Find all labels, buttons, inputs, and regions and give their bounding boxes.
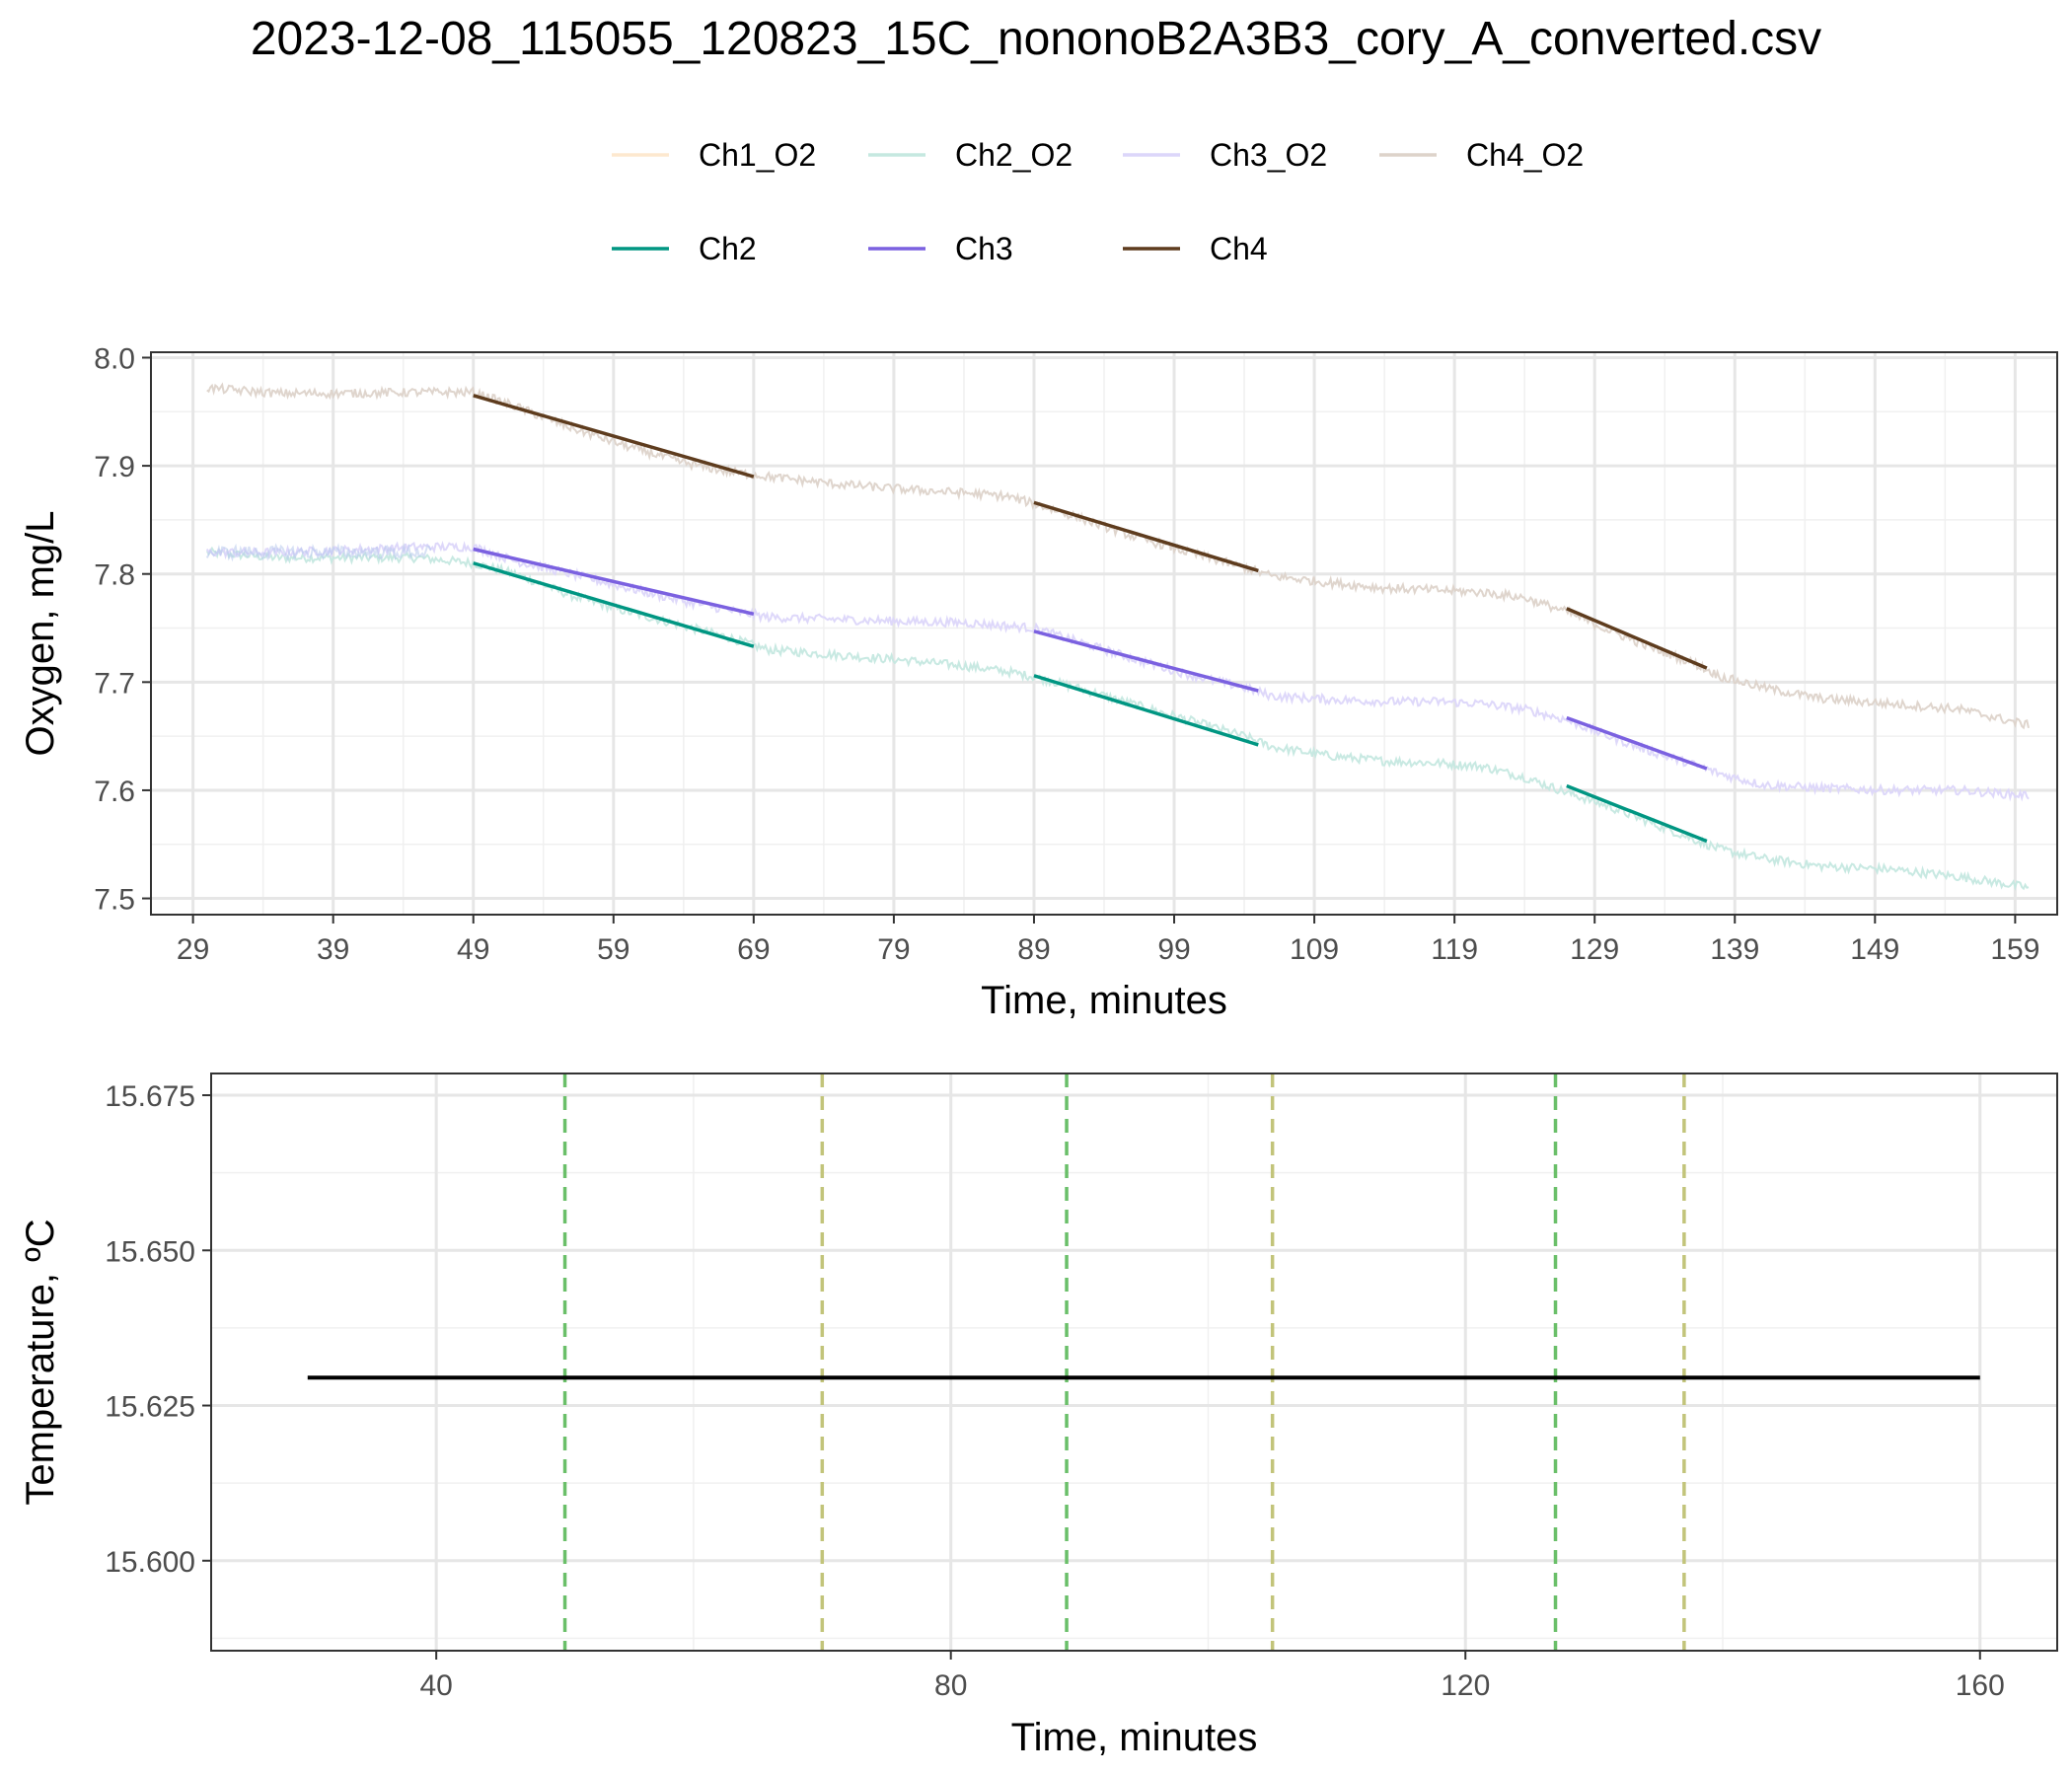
legend-label-ch3-o2: Ch3_O2 [1210,137,1327,173]
legend-label-ch1-o2: Ch1_O2 [699,137,816,173]
fit-ch3-segment-1 [473,547,755,616]
fit-ch4-segment-1 [473,394,755,479]
y-tick-label: 15.650 [105,1235,195,1268]
fit-ch4-segment-2 [1033,500,1259,573]
temperature-panel: 40 80 120 160 15.600 15.625 15.650 15.675 Time, … [19,1073,2058,1759]
x-tick-label: 99 [1157,933,1190,966]
y-tick-label: 8.0 [94,342,135,375]
x-axis-title: Time, minutes [981,979,1227,1022]
legend-label-ch3: Ch3 [955,231,1013,266]
y-axis-title: Oxygen, mg/L [19,510,62,756]
x-tick-label: 89 [1017,933,1050,966]
fit-ch4-segment-3 [1566,607,1708,670]
y-tick-label: 15.675 [105,1080,195,1113]
y-tick-label: 7.5 [94,884,135,917]
x-tick-label: 149 [1850,933,1899,966]
oxygen-panel-frame [150,351,2058,916]
x-tick-label: 109 [1290,933,1339,966]
fit-ch3-segment-3 [1566,715,1708,771]
x-tick-label: 129 [1570,933,1619,966]
x-tick-label: 159 [1990,933,2039,966]
y-tick-label: 7.9 [94,451,135,483]
y-tick-label: 7.8 [94,559,135,592]
series-ch3-o2 [205,541,2030,802]
x-tick-label: 79 [877,933,910,966]
figure-title: 2023-12-08_115055_120823_15C_nononoB2A3B… [250,13,1822,65]
x-tick-label: 80 [934,1669,967,1702]
x-tick-label: 39 [317,933,349,966]
temperature-panel-frame [210,1073,2058,1652]
fit-ch2-segment-1 [473,561,755,648]
y-axis-title: Temperature, ºC [19,1219,62,1505]
legend-label-ch2: Ch2 [699,231,757,266]
fit-ch2-segment-2 [1033,674,1259,747]
legend-label-ch4-o2: Ch4_O2 [1466,137,1584,173]
x-tick-label: 40 [419,1669,452,1702]
x-axis-title: Time, minutes [1011,1716,1258,1759]
series-ch1-o2 [205,542,432,562]
legend: Ch1_O2 Ch2_O2 Ch3_O2 Ch4_O2 Ch2 Ch3 Ch4 [612,137,1584,266]
fit-ch3-segment-2 [1033,629,1259,693]
oxygen-panel: 29 39 49 59 69 79 89 99 109 119 129 139 149 159 7.5 7.6… [19,342,2058,1022]
x-tick-label: 69 [737,933,770,966]
y-tick-label: 7.7 [94,667,135,700]
legend-label-ch4: Ch4 [1210,231,1268,266]
legend-label-ch2-o2: Ch2_O2 [955,137,1073,173]
series-ch2-o2 [205,546,2030,891]
x-tick-label: 119 [1431,933,1478,966]
x-tick-label: 59 [597,933,629,966]
y-tick-label: 7.6 [94,776,135,808]
y-tick-label: 15.600 [105,1546,195,1579]
y-tick-label: 15.625 [105,1391,195,1424]
x-tick-label: 49 [457,933,489,966]
x-tick-label: 29 [177,933,209,966]
x-tick-label: 120 [1441,1669,1490,1702]
series-ch4-o2 [206,382,2030,730]
x-tick-label: 160 [1956,1669,2005,1702]
fit-ch2-segment-3 [1566,783,1708,844]
x-tick-label: 139 [1710,933,1759,966]
